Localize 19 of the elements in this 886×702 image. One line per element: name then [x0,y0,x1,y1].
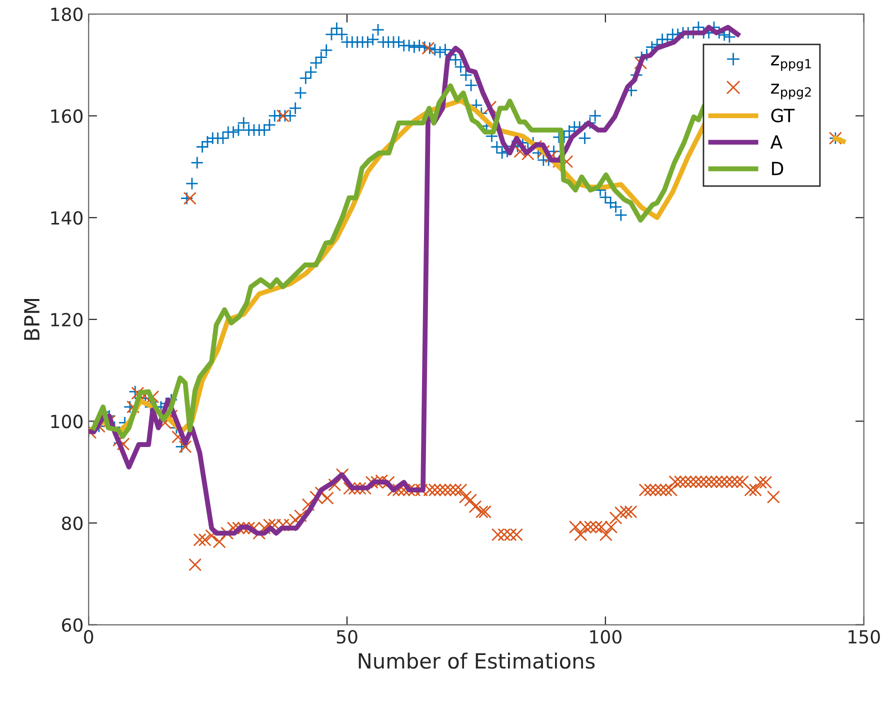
y-tick-label: 140 [51,211,83,225]
legend-label: A [770,135,782,149]
legend-label: z$_{ppg2}$ [771,84,811,100]
line-series [88,24,740,536]
legend-label: GT [771,108,795,122]
x-tick-label: 150 [848,630,880,644]
x-tick-label: 50 [336,630,358,644]
x-tick-label: 100 [590,630,622,644]
y-tick-label: 80 [62,516,83,530]
legend-label: z$_{ppg1}$ [771,55,811,71]
y-tick-label: 160 [51,109,83,123]
x-tick-label: 0 [84,630,94,644]
y-axis-title: BPM [24,299,40,340]
y-tick-label: 120 [51,312,83,327]
y-tick-label: 180 [51,8,83,22]
y-tick-label: 60 [62,618,83,632]
legend-label: D [772,162,784,176]
x-axis-title: Number of Estimations [358,652,595,669]
y-tick-label: 100 [51,414,83,428]
